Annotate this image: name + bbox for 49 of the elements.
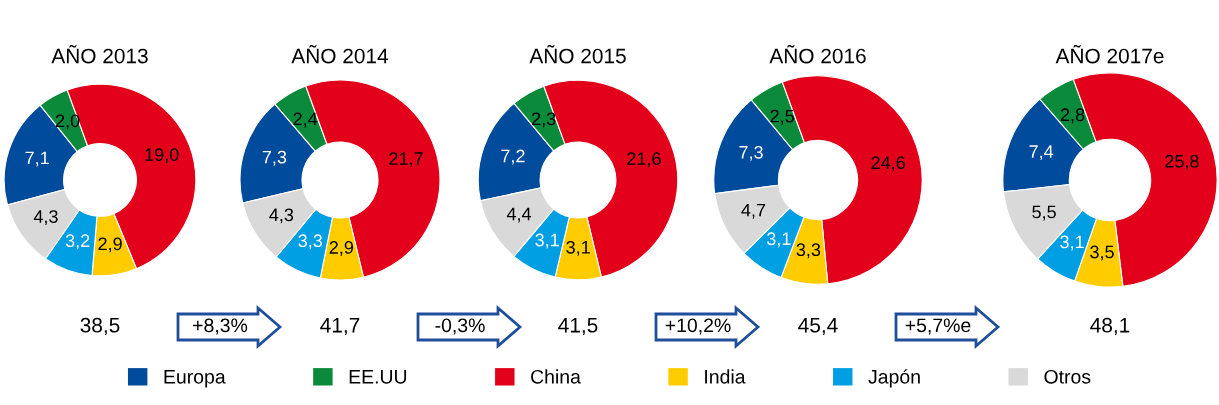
text: 45,4 — [798, 318, 838, 336]
text: 41,7 — [320, 318, 360, 336]
data-label: 2,9 — [98, 237, 122, 253]
data-label: 3,3 — [796, 243, 821, 259]
data-label: 7,2 — [501, 149, 525, 165]
legend-label: Europa — [164, 370, 226, 388]
text: 41,5 — [558, 318, 598, 336]
data-label: 2,3 — [532, 112, 556, 128]
data-label: 7,3 — [262, 150, 287, 166]
text: -0,3% — [435, 318, 485, 335]
data-label: 21,7 — [389, 152, 423, 168]
data-label: 2,8 — [1060, 108, 1085, 124]
data-label: 3,1 — [566, 240, 590, 256]
data-label: 25,8 — [1165, 154, 1199, 170]
legend-label: China — [531, 369, 581, 384]
data-label: 4,3 — [33, 210, 58, 226]
legend-label: Otros — [1044, 369, 1091, 384]
data-label: 3,1 — [535, 233, 559, 249]
data-label: 4,4 — [506, 207, 532, 223]
text: +10,2% — [665, 318, 731, 335]
data-label: 2,9 — [329, 241, 354, 256]
data-label: 4,7 — [741, 203, 766, 219]
data-label: 3,1 — [766, 232, 791, 248]
data-label: 7,1 — [25, 151, 49, 167]
legend-label: EE.UU — [349, 370, 407, 384]
data-label: 3,2 — [65, 234, 90, 250]
chart-title: AÑO 2015 — [529, 44, 626, 64]
legend-label: Japón — [868, 369, 920, 388]
chart-title: AÑO 2014 — [291, 44, 389, 64]
data-label: 5,5 — [1032, 205, 1056, 221]
data-label: 3,3 — [298, 234, 323, 250]
data-label: 19,0 — [145, 148, 179, 164]
data-label: 3,5 — [1090, 245, 1114, 261]
data-label: 7,4 — [1029, 145, 1054, 161]
data-label: 24,6 — [871, 156, 905, 172]
data-label: 3,1 — [1060, 235, 1084, 251]
text: 48,1 — [1090, 317, 1130, 336]
chart-title: AÑO 2013 — [51, 44, 148, 64]
data-label: 7,3 — [739, 145, 763, 161]
text: 38,5 — [80, 317, 120, 336]
legend-label: India — [705, 369, 746, 384]
chart-title: AÑO 2017e — [1055, 44, 1164, 64]
text: +5,7%e — [905, 318, 971, 335]
data-label: 21,6 — [627, 152, 661, 168]
data-label: 2,4 — [293, 112, 318, 128]
chart-title: AÑO 2016 — [769, 44, 866, 64]
data-label: 2,5 — [770, 109, 794, 125]
data-label: 4,3 — [269, 208, 294, 224]
text: +8,3% — [193, 318, 248, 335]
